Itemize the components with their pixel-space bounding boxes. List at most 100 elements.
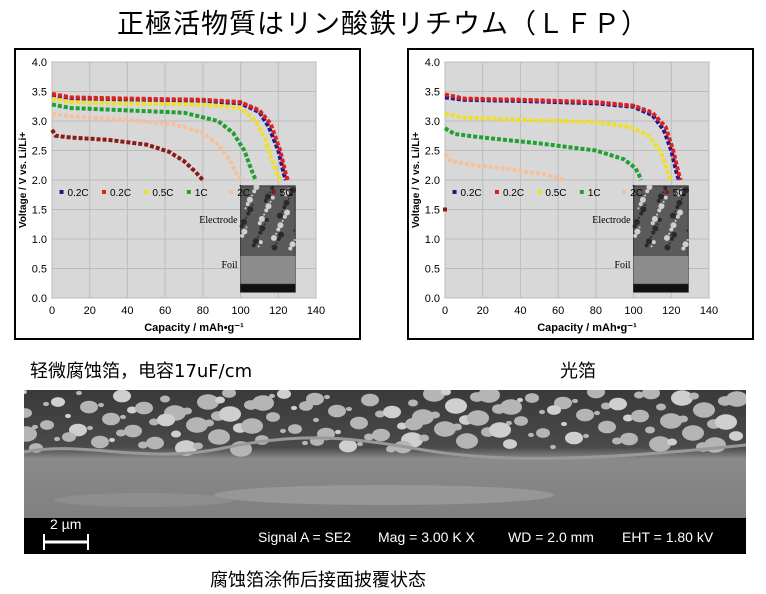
sem-particle xyxy=(456,433,478,449)
series-line xyxy=(443,126,643,181)
y-tick-label: 1.0 xyxy=(425,234,440,246)
sem-particle xyxy=(313,417,319,423)
inset-label-electrode: Electrode xyxy=(199,215,238,226)
legend-marker xyxy=(537,189,542,194)
inset-label-electrode: Electrode xyxy=(592,215,631,226)
inset-particle xyxy=(674,219,677,222)
sem-particle xyxy=(280,428,286,434)
inset-particle xyxy=(663,234,670,241)
inset-particle xyxy=(657,217,662,222)
sem-particle xyxy=(124,424,142,438)
inset-particle xyxy=(289,241,296,248)
inset-particle xyxy=(288,192,293,197)
series-line xyxy=(444,111,673,182)
inset-particle xyxy=(650,235,653,238)
inset-particle xyxy=(258,230,263,235)
inset-particle xyxy=(633,219,640,226)
legend-label: 1C xyxy=(195,188,208,199)
inset-particle xyxy=(644,204,647,207)
inset-particle xyxy=(680,188,683,191)
inset-particle xyxy=(258,240,263,245)
inset-particle xyxy=(676,199,683,206)
sem-particle xyxy=(729,431,743,441)
inset-particle xyxy=(657,193,664,200)
x-tick-label: 20 xyxy=(84,305,96,317)
sem-particle xyxy=(612,437,622,445)
inset-particle xyxy=(686,239,689,242)
inset-particle xyxy=(650,221,655,226)
sem-particle xyxy=(102,412,120,426)
sem-particle xyxy=(98,402,104,408)
sem-particle xyxy=(87,425,93,431)
inset-particle xyxy=(257,235,260,238)
sem-particle xyxy=(149,418,159,426)
inset-particle xyxy=(258,215,265,222)
sem-particle xyxy=(277,390,291,399)
sem-particle xyxy=(489,422,511,438)
sem-particle xyxy=(547,405,561,415)
sem-particle xyxy=(478,390,500,403)
sem-particle xyxy=(346,406,352,412)
series-line xyxy=(51,102,258,181)
y-axis-label: Voltage / V vs. Li/Li+ xyxy=(411,132,422,228)
sem-particle xyxy=(525,393,539,403)
inset-particle xyxy=(278,231,285,238)
inset-particle xyxy=(645,189,650,194)
y-tick-label: 3.0 xyxy=(32,116,47,128)
inset-particle xyxy=(263,198,268,203)
legend-label: 0.2C xyxy=(461,188,482,199)
sem-particle xyxy=(364,433,374,441)
legend-label: 5C xyxy=(280,188,293,199)
sem-particle xyxy=(328,404,346,418)
legend-marker xyxy=(579,189,584,194)
sem-particle xyxy=(634,391,644,399)
sem-particle xyxy=(241,418,263,434)
sem-particle xyxy=(24,408,32,418)
sem-particle xyxy=(572,398,578,404)
x-tick-label: 60 xyxy=(552,305,564,317)
sem-particle xyxy=(423,390,445,402)
inset-particle xyxy=(674,210,677,213)
inset-particle xyxy=(652,225,659,232)
inset-particle xyxy=(264,193,271,200)
x-tick-label: 0 xyxy=(49,305,55,317)
sem-particle xyxy=(113,390,131,403)
x-axis-label: Capacity / mAh•g⁻¹ xyxy=(144,322,244,334)
inset-particle xyxy=(663,186,668,191)
inset-particle xyxy=(275,232,278,235)
y-tick-label: 0.5 xyxy=(425,264,440,276)
series-line xyxy=(444,92,683,181)
page-title: 正極活物質はリン酸鉄リチウム（ＬＦＰ） xyxy=(117,9,649,40)
legend: 0.2C 0.2C 0.5C 1C 2C 5C xyxy=(59,188,293,199)
inset-particle xyxy=(650,245,653,248)
chart-svg: 0.0 0.5 1.0 1.5 2.0 2.5 3.0 3.5 4.0 0 20 40 60 80 100 1… xyxy=(18,57,325,334)
sem-particle xyxy=(24,426,37,442)
inset-particle xyxy=(645,238,652,245)
sem-particle xyxy=(419,434,429,442)
sem-particle xyxy=(576,408,594,422)
inset-particle xyxy=(293,229,296,232)
inset-info-strip xyxy=(240,284,296,293)
discharge-chart-plain-foil: 0.0 0.5 1.0 1.5 2.0 2.5 3.0 3.5 4.0 0 20 40 60 80 100 1… xyxy=(407,48,754,340)
inset-foil-layer xyxy=(240,255,296,284)
sem-particle xyxy=(386,445,396,453)
sem-particle xyxy=(649,436,671,452)
inset-particle xyxy=(247,206,254,213)
inset-info-strip xyxy=(633,284,689,293)
inset-particle xyxy=(245,226,248,229)
inset-particle xyxy=(246,196,253,203)
inset-particle xyxy=(257,221,262,226)
legend-marker xyxy=(622,189,627,194)
x-tick-label: 80 xyxy=(197,305,209,317)
inset-particle xyxy=(656,213,659,216)
sem-particle xyxy=(620,432,638,446)
inset-particle xyxy=(675,190,682,197)
sem-particle xyxy=(383,405,401,419)
y-tick-label: 1.5 xyxy=(32,205,47,217)
inset-particle xyxy=(670,222,677,229)
sem-particle xyxy=(127,406,137,414)
inset-particle xyxy=(287,188,290,191)
caption-sem: 腐蚀箔涂佈后接面披覆状态 xyxy=(210,570,426,591)
series-line xyxy=(50,128,205,182)
inset-particle xyxy=(281,219,284,222)
